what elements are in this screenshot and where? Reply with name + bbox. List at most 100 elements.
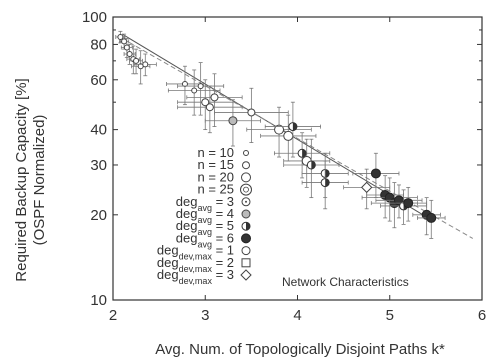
point-marker: [210, 93, 219, 102]
legend-label: degdev,max = 2: [157, 255, 234, 274]
point-marker: [370, 168, 381, 179]
legend-label: degdev,max = 3: [157, 267, 234, 286]
data-point: [283, 138, 340, 199]
data-point: [389, 186, 428, 222]
y-tick-label: 20: [90, 207, 107, 224]
data-point: [115, 30, 126, 44]
y-tick-label: 40: [90, 122, 107, 139]
fit-line-dashed: [121, 37, 474, 239]
x-axis-title: Avg. Num. of Topologically Disjoint Path…: [155, 341, 445, 358]
x-axis-ticks: 2 3 4 5 6: [109, 17, 486, 324]
legend-marker-half: [246, 222, 250, 231]
y-tick-label: 10: [90, 292, 107, 309]
data-point: [352, 152, 400, 199]
data-point: [186, 73, 243, 127]
x-tick-label: 5: [386, 307, 394, 324]
legend-label: n = 20: [197, 169, 234, 184]
point-marker: [142, 61, 149, 68]
y-tick-label: 30: [90, 157, 107, 174]
x-tick-label: 6: [478, 307, 486, 324]
data-point: [283, 138, 331, 188]
x-tick-label: 2: [109, 307, 117, 324]
point-marker: [283, 130, 294, 141]
data-point: [343, 168, 391, 210]
data-point: [177, 85, 243, 134]
point-marker-half: [325, 178, 330, 187]
legend-entry: n = 20: [197, 169, 251, 184]
data-point: [131, 50, 151, 85]
legend-marker: [241, 209, 251, 219]
y-tick-label: 60: [90, 72, 107, 89]
legend-entry: n = 10: [197, 145, 249, 160]
y-tick-label: 80: [90, 36, 107, 53]
legend-marker: [241, 233, 251, 244]
point-marker: [247, 108, 256, 117]
point-marker: [133, 57, 140, 64]
legend-label: n = 10: [197, 145, 234, 160]
point-marker: [123, 44, 130, 51]
legend-marker: [241, 172, 251, 183]
data-point: [133, 53, 157, 77]
point-marker: [274, 124, 285, 135]
point-marker: [201, 98, 210, 107]
legend-marker: [242, 161, 250, 170]
y-axis-title-line1: Required Backup Capacity [%]: [13, 78, 30, 281]
legend-entry: n = 15: [197, 157, 250, 172]
data-point: [301, 160, 349, 210]
point-marker: [191, 87, 198, 94]
point-marker-half: [311, 160, 316, 169]
legend-entry: degavg = 3: [176, 194, 251, 213]
legend-entry: degavg = 6: [176, 230, 251, 249]
point-marker-half: [292, 122, 297, 131]
point-marker: [117, 33, 124, 40]
data-point: [214, 87, 289, 143]
data-point: [274, 132, 331, 179]
legend-marker: [240, 183, 252, 196]
data-points: [115, 30, 446, 239]
legend-label: n = 25: [197, 182, 234, 197]
x-tick-label: 4: [293, 307, 301, 324]
data-point: [417, 199, 446, 239]
point-marker: [426, 212, 437, 223]
legend-marker-inner: [243, 186, 249, 193]
y-axis-title-line2: (OSPF Normalized): [31, 115, 48, 246]
legend-label: degavg = 5: [176, 218, 234, 237]
point-marker-half: [325, 169, 330, 178]
x-tick-label: 3: [201, 307, 209, 324]
legend-title: Network Characteristics: [282, 275, 409, 289]
legend-marker: [243, 150, 249, 156]
legend-marker: [240, 269, 252, 281]
point-marker: [228, 116, 238, 126]
legend-label: degavg = 3: [176, 194, 234, 213]
point-marker: [205, 103, 214, 112]
y-axis-ticks: 10 20 30 40 60 80 100: [82, 9, 482, 309]
point-marker: [121, 38, 128, 45]
legend-label: degavg = 4: [176, 206, 234, 225]
legend-entry: degavg = 5: [176, 218, 251, 237]
legend-label: degavg = 6: [176, 230, 234, 249]
data-point: [375, 184, 423, 219]
data-point: [246, 106, 312, 158]
legend-marker: [241, 246, 251, 256]
point-marker: [403, 198, 414, 209]
legend-label: n = 15: [197, 157, 234, 172]
point-marker-half: [302, 149, 307, 158]
point-marker: [126, 51, 133, 58]
point-marker: [360, 181, 373, 194]
legend-entry: degdev,max = 3: [157, 267, 252, 286]
data-point: [204, 99, 262, 147]
data-point: [177, 79, 234, 131]
data-point: [177, 62, 225, 116]
y-tick-label: 100: [82, 9, 107, 26]
legend-entry: degavg = 4: [176, 206, 251, 225]
data-point: [264, 101, 321, 158]
legend-marker-dot: [245, 200, 247, 203]
legend-entry: degdev,max = 1: [157, 243, 251, 262]
point-marker: [197, 83, 204, 90]
legend-entry: degdev,max = 2: [157, 255, 251, 274]
legend-marker: [241, 258, 251, 268]
legend-label: degdev,max = 1: [157, 243, 234, 262]
legend-entry: n = 25: [197, 182, 252, 197]
